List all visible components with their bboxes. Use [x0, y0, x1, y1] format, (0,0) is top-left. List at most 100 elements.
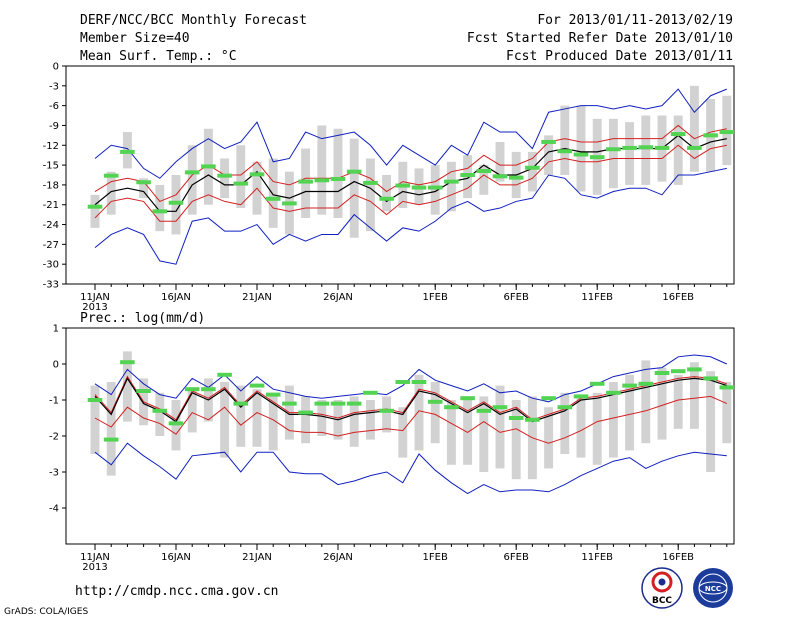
- temp-member-range-box: [333, 128, 343, 218]
- temp-observed-marker: [687, 145, 702, 150]
- temp-observed-marker: [314, 178, 330, 183]
- prec-member-range-box: [576, 396, 586, 458]
- temp-xtick-label: 16FEB: [662, 292, 694, 303]
- header-period: For 2013/01/11-2013/02/19: [537, 13, 733, 28]
- header-start-date: Fcst Started Refer Date 2013/01/10: [467, 31, 733, 46]
- temp-observed-marker: [703, 133, 718, 138]
- temp-observed-marker: [152, 209, 168, 214]
- temp-member-range-box: [495, 141, 505, 182]
- prec-max-line: [94, 354, 728, 403]
- prec-observed-marker: [508, 416, 524, 420]
- prec-member-range-box: [689, 362, 699, 429]
- temp-observed-marker: [492, 174, 508, 179]
- temp-member-range-box: [187, 145, 197, 215]
- temp-member-range-box: [268, 158, 278, 228]
- temp-mean-line: [94, 134, 727, 212]
- temp-member-range-box: [365, 158, 375, 232]
- temp-xtick-label: 26JAN: [323, 292, 353, 303]
- temp-member-range-box: [236, 145, 246, 209]
- ncc-logo-text: NCC: [705, 585, 721, 593]
- temp-observed-marker: [573, 152, 589, 157]
- temp-member-range-box: [479, 165, 489, 195]
- prec-observed-marker: [87, 398, 103, 402]
- prec-observed-marker: [265, 392, 281, 397]
- header-member-size: Member Size=40: [80, 31, 190, 46]
- prec-observed-marker: [687, 367, 702, 372]
- header-title: DERF/NCC/BCC Monthly Forecast: [80, 13, 307, 28]
- prec-xtick-label: 16JAN: [161, 552, 191, 563]
- prec-member-range-box: [317, 400, 327, 436]
- temp-member-range-box: [689, 85, 699, 172]
- prec-xtick-label: 6FEB: [504, 552, 529, 563]
- temp-observed-marker: [589, 155, 605, 160]
- prec-observed-marker: [444, 405, 459, 410]
- temp-observed-marker: [298, 179, 313, 184]
- prec-observed-marker: [654, 371, 670, 375]
- temp-member-range-box: [155, 184, 165, 232]
- temp-year-label: 2013: [82, 302, 107, 313]
- prec-observed-marker: [606, 390, 621, 395]
- prec-member-range-box: [430, 382, 440, 444]
- temp-observed-marker: [541, 139, 556, 144]
- temp-observed-marker: [508, 175, 524, 180]
- prec-xtick-label: 1FEB: [423, 552, 448, 563]
- temp-member-range-box: [608, 118, 618, 189]
- prec-observed-marker: [184, 387, 200, 392]
- temp-observed-marker: [638, 145, 654, 150]
- prec-member-range-box: [673, 374, 683, 429]
- temp-member-range-box: [544, 135, 554, 175]
- prec-observed-marker: [638, 381, 654, 386]
- prec-observed-marker: [120, 360, 135, 365]
- prec-observed-marker: [622, 383, 637, 388]
- temp-observed-marker: [168, 200, 184, 205]
- temp-observed-marker: [379, 196, 394, 201]
- prec-observed-marker: [363, 390, 378, 395]
- prec-member-range-box: [446, 400, 456, 465]
- prec-member-range-box: [236, 385, 246, 447]
- temp-member-range-box: [576, 105, 586, 192]
- temp-ytick-label: -18: [43, 180, 59, 191]
- prec-lower-spread-line: [94, 395, 728, 444]
- prec-observed-marker: [282, 401, 297, 406]
- temp-max-line: [94, 88, 727, 179]
- grads-credit: GrADS: COLA/IGES: [4, 607, 88, 617]
- temp-observed-marker: [346, 169, 362, 174]
- prec-member-range-box: [463, 396, 473, 465]
- prec-observed-marker: [249, 383, 265, 388]
- temp-ytick-label: -21: [43, 200, 59, 211]
- temp-member-range-box: [382, 175, 392, 212]
- prec-observed-marker: [573, 394, 589, 399]
- temp-ytick-label: -27: [43, 240, 59, 251]
- footer-url[interactable]: http://cmdp.ncc.cma.gov.cn: [75, 584, 279, 599]
- prec-member-range-box: [722, 382, 732, 444]
- prec-member-range-box: [252, 389, 262, 447]
- prec-member-range-box: [560, 392, 570, 454]
- prec-observed-marker: [703, 376, 718, 381]
- temp-ytick-label: -12: [43, 141, 59, 152]
- prec-xtick-label: 26JAN: [323, 552, 353, 563]
- temp-observed-marker: [233, 181, 249, 186]
- prec-observed-marker: [201, 387, 216, 392]
- temp-xtick-label: 21JAN: [242, 292, 272, 303]
- prec-member-range-box: [382, 396, 392, 433]
- prec-member-range-box: [414, 374, 424, 451]
- prec-member-range-box: [479, 396, 489, 472]
- temp-member-range-box: [560, 105, 570, 175]
- temp-observed-marker: [427, 185, 443, 190]
- temp-observed-marker: [217, 173, 232, 178]
- temp-member-range-box: [349, 138, 359, 238]
- prec-ytick-label: -4: [49, 504, 59, 515]
- temp-observed-marker: [136, 180, 151, 185]
- prec-member-range-box: [544, 407, 554, 469]
- prec-ytick-label: 1: [53, 324, 59, 335]
- temp-member-range-box: [446, 161, 456, 212]
- prec-observed-marker: [525, 417, 540, 422]
- prec-observed-marker: [103, 437, 119, 442]
- temp-member-range-box: [90, 194, 100, 228]
- bcc-logo-text: BCC: [652, 596, 672, 606]
- temp-observed-marker: [363, 180, 378, 185]
- temp-ytick-label: -30: [43, 260, 59, 271]
- prec-xtick-label: 11JAN: [80, 552, 110, 563]
- temperature-chart: 0 -3 -6 -9 -12 -15 -18 -21 -24 -27 -30 -33 11JAN 16JA…: [43, 62, 735, 313]
- prec-xtick-label: 16FEB: [662, 552, 694, 563]
